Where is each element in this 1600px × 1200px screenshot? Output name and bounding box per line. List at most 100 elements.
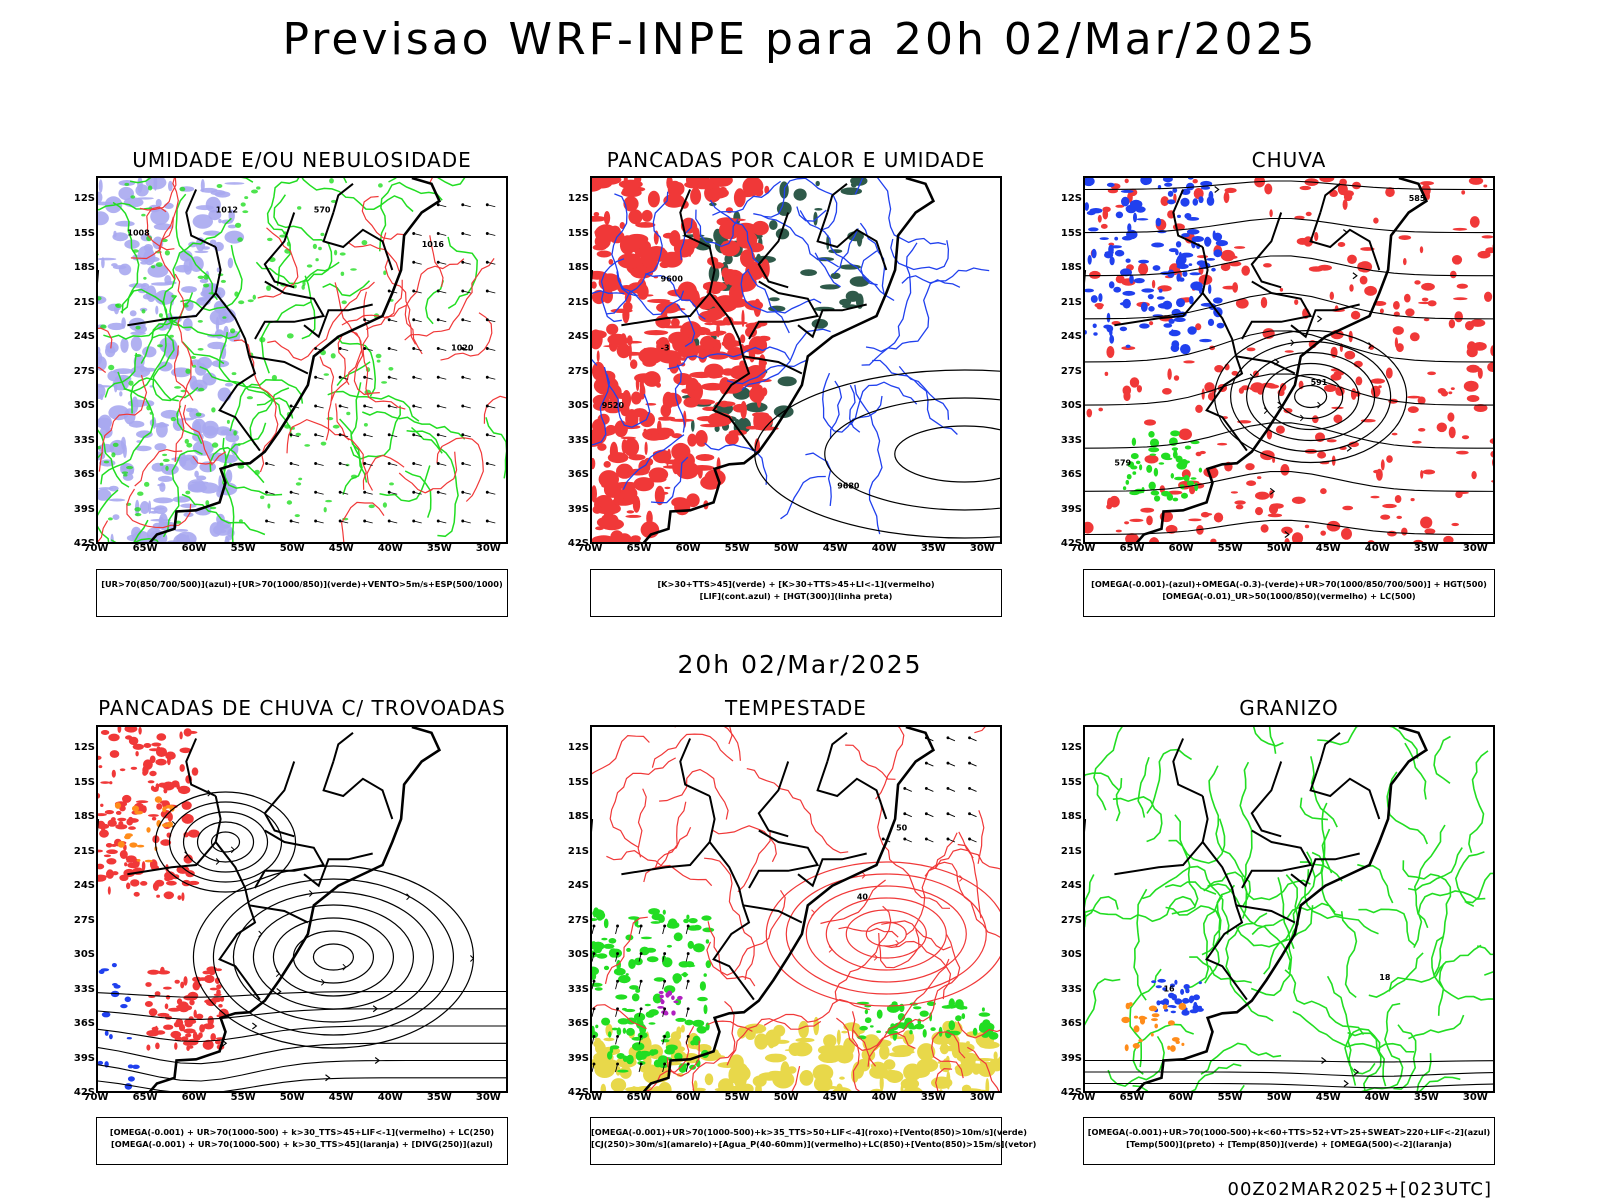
- lat-tick-label: 15S: [567, 227, 589, 239]
- lc500-streamlines-line: [1085, 373, 1493, 406]
- pw-red-contours-line: [592, 1004, 647, 1030]
- humid-mid-levels-cell: [120, 337, 129, 353]
- hail-blue-cell: [1181, 1009, 1190, 1016]
- omega-ur-red-cell: [1266, 429, 1273, 440]
- omega-ur-red-cell: [1420, 516, 1433, 529]
- omega-ur-red-cell: [1392, 326, 1404, 335]
- omega-blue-cell: [1092, 323, 1097, 329]
- pw-red-contours-line: [643, 826, 692, 883]
- divergence-blue-cell: [111, 963, 117, 968]
- omega-ur-red-cell: [1491, 480, 1493, 483]
- state-border: [322, 761, 394, 820]
- wind-vectors-north-head: [924, 812, 928, 816]
- k-tts-li-red-cell: [592, 330, 607, 339]
- thunder-red-cell: [177, 895, 182, 900]
- k-tts-li-red-cell: [663, 193, 685, 208]
- humid-mid-levels-cell: [115, 220, 135, 227]
- thunder-red-cell: [111, 871, 119, 876]
- omega-blue-cell: [1162, 300, 1173, 310]
- temp850-green-line: [1416, 1053, 1432, 1091]
- omega-ur-red-cell: [1214, 365, 1224, 373]
- pw-red-gyre-arrow: [895, 940, 900, 947]
- omega-blue-cell: [1115, 211, 1124, 219]
- humid-mid-levels-cell: [140, 261, 149, 265]
- humid-low-levels-green-cell: [298, 477, 303, 481]
- omega-blue-cell: [1216, 322, 1225, 329]
- wind-vectors-head: [461, 433, 465, 437]
- thunder-red-cell: [152, 882, 159, 891]
- temp850-green-line: [1418, 1076, 1461, 1091]
- legend-line: [OMEGA(-0.001)+UR>70(1000-500)+k<60+TTS>…: [1087, 1127, 1491, 1137]
- jet-yellow-cell: [977, 1061, 996, 1077]
- wind-vectors-head: [461, 404, 465, 408]
- lif-contours-line: [622, 434, 685, 490]
- humid-low-contours-line: [301, 275, 316, 340]
- humid-low-levels-green-cell: [130, 195, 136, 199]
- humid-low-levels-green-cell: [246, 396, 253, 400]
- hgt500-gyre-ring: [1294, 384, 1328, 409]
- wind-vectors-head: [412, 260, 416, 264]
- lif-contours-line: [865, 279, 961, 353]
- k-tts-green-cell: [850, 182, 857, 188]
- hgt500-gyre-arrow: [1263, 407, 1268, 414]
- lat-tick-label: 39S: [73, 503, 95, 515]
- omega-ur-red-cell: [1115, 204, 1125, 208]
- omega-ur-red-cell: [1418, 428, 1426, 432]
- wind-vectors-south-head: [663, 952, 667, 956]
- map-chuva: 585 591 579: [1083, 176, 1495, 544]
- omega-blue-cell: [1176, 298, 1185, 308]
- omega-blue-cell: [1127, 223, 1132, 232]
- humid-low-levels-green-cell: [376, 359, 381, 363]
- wind-vectors-head: [485, 232, 489, 235]
- thickness-contours-line: [267, 281, 375, 361]
- wind850-green-cell: [687, 940, 694, 949]
- thunder-red-cell: [149, 770, 157, 777]
- wind-vectors-north-head: [946, 761, 950, 765]
- thickness-contours-line: [158, 178, 179, 280]
- omega-blue-cell: [1133, 278, 1145, 284]
- omega-ur-red-cell: [1484, 291, 1493, 302]
- thunder-red-cell: [117, 727, 122, 733]
- omega-ur-red-cell: [1294, 299, 1299, 305]
- omega-blue-cell: [1085, 330, 1087, 335]
- k-tts-li-red-cell: [593, 212, 600, 217]
- thunder-red-cell: [171, 780, 180, 788]
- omega-ur-red-cell: [1224, 187, 1237, 193]
- lif-contours-line: [805, 452, 832, 506]
- hgt500-gyre: [1214, 329, 1408, 464]
- humid-low-contours-line: [112, 201, 140, 314]
- wind850-green-cell: [703, 973, 707, 977]
- temp850-green-line: [1085, 978, 1121, 1026]
- humid-mid-levels-cell: [164, 281, 177, 285]
- wind850-green-cell: [640, 1029, 644, 1037]
- thunder-red-south-cell: [164, 1003, 169, 1010]
- humid-low-levels-green-cell: [332, 424, 340, 429]
- omega-green-cell: [1146, 464, 1153, 473]
- pw-red-contours-line: [706, 889, 786, 976]
- lc250-streamlines-arrow: [374, 1057, 381, 1064]
- omega-ur-red-cell: [1296, 237, 1309, 245]
- thunder-red-south-cell: [218, 1004, 223, 1008]
- wind850-green-cell: [608, 1031, 612, 1038]
- omega-blue-cell: [1133, 212, 1137, 223]
- thickness-contours-line: [483, 395, 506, 424]
- thunder-red-cell: [128, 816, 133, 822]
- humid-low-levels-green-cell: [98, 445, 101, 450]
- thunder-red-south-cell: [210, 1033, 216, 1042]
- humid-mid-levels-cell: [136, 430, 153, 439]
- wind-vectors-north-head: [968, 786, 971, 790]
- omega-ur-red-cell: [1270, 503, 1284, 509]
- omega-green-cell: [1126, 474, 1132, 480]
- lat-tick-label: 33S: [73, 983, 95, 995]
- omega-green-cell: [1185, 460, 1190, 464]
- k-tts-li-red-cell: [695, 454, 715, 461]
- k-tts-li-red-cell: [656, 301, 681, 314]
- omega-ur-red-cell: [1403, 258, 1407, 266]
- state-border: [127, 841, 217, 876]
- thunder-orange-cell: [165, 804, 175, 809]
- geography: [592, 727, 936, 1091]
- humid-low-levels-green-cell: [341, 300, 347, 305]
- omega-green-cell: [1180, 459, 1188, 467]
- wind850-green-east-cell: [913, 1006, 922, 1010]
- temp850-green-line: [1433, 735, 1451, 784]
